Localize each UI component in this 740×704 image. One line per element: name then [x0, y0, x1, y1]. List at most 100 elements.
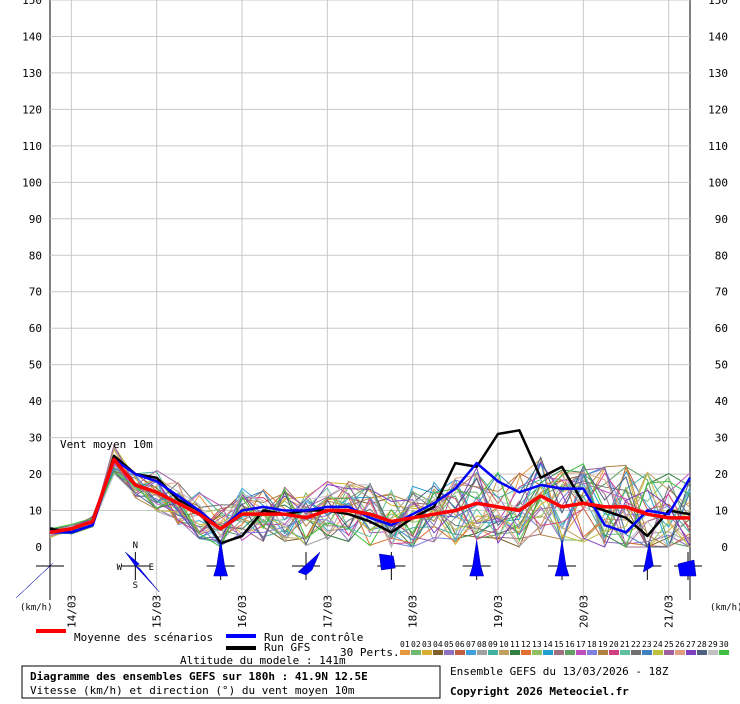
pert-line — [49, 443, 691, 549]
ensemble-label: Ensemble GEFS du 13/03/2026 - 18Z — [450, 665, 669, 678]
x-tick-label: 15/03 — [151, 595, 164, 628]
x-tick-label: 16/03 — [236, 595, 249, 628]
y-tick-label-left: 100 — [22, 176, 42, 189]
compass-label-s: S — [133, 581, 138, 591]
y-tick-label-left: 70 — [29, 286, 42, 299]
y-tick-label-left: 30 — [29, 432, 42, 445]
pert-legend-label: 30 — [719, 640, 729, 649]
pert-legend: 01 02 03 04 05 06 07 08 09 10 11 12 13 14 15 16 17 18 19 20… — [400, 640, 729, 655]
pert-legend-label: 29 — [708, 640, 718, 649]
pert-legend-label: 10 — [499, 640, 509, 649]
x-tick-label: 18/03 — [407, 595, 420, 628]
pert-legend-swatch — [411, 650, 421, 655]
pert-legend-swatch — [631, 650, 641, 655]
pert-legend-swatch — [422, 650, 432, 655]
x-tick-label: 14/03 — [65, 595, 78, 628]
y-tick-label-right: 90 — [715, 213, 728, 226]
pert-legend-label: 02 — [411, 640, 421, 649]
pert-line — [49, 472, 691, 549]
y-tick-label-right: 30 — [715, 432, 728, 445]
pert-legend-swatch — [400, 650, 410, 655]
pert-line — [49, 460, 691, 549]
y-tick-label-left: 140 — [22, 30, 42, 43]
y-tick-label-right: 20 — [715, 468, 728, 481]
pert-legend-label: 19 — [598, 640, 608, 649]
direction-glyph — [213, 539, 229, 577]
y-tick-label-left: 110 — [22, 140, 42, 153]
pert-legend-swatch — [455, 650, 465, 655]
pert-legend-label: 28 — [697, 640, 707, 649]
pert-legend-swatch — [532, 650, 542, 655]
y-tick-label-left: 40 — [29, 395, 42, 408]
pert-legend-label: 14 — [543, 640, 553, 649]
pert-legend-label: 27 — [686, 640, 696, 649]
pert-legend-label: 04 — [433, 640, 443, 649]
wind-direction-row: N SW E — [15, 539, 702, 599]
y-tick-label-right: 60 — [715, 322, 728, 335]
pert-legend-label: 24 — [653, 640, 663, 649]
x-axis-labels: 14/03 15/03 16/03 17/03 18/03 19/03 20/03 21/03 — [65, 595, 675, 628]
y-tick-label-right: 150 — [708, 0, 728, 7]
pert-legend-label: 08 — [477, 640, 487, 649]
pert-legend-swatch — [708, 650, 718, 655]
pert-line — [49, 463, 691, 549]
chart-subtitle: Vitesse (km/h) et direction (°) du vent … — [30, 684, 355, 697]
x-tick-label: 17/03 — [321, 595, 334, 628]
y-tick-label-left: 60 — [29, 322, 42, 335]
pert-legend-label: 26 — [675, 640, 685, 649]
pert-line — [49, 457, 691, 548]
pert-legend-swatch — [620, 650, 630, 655]
y-tick-label-right: 70 — [715, 286, 728, 299]
pert-legend-label: 06 — [455, 640, 465, 649]
y-tick-label-right: 120 — [708, 103, 728, 116]
y-tick-label-left: 50 — [29, 359, 42, 372]
pert-line — [49, 470, 691, 548]
direction-glyph — [642, 541, 654, 573]
pert-legend-label: 13 — [532, 640, 542, 649]
y-axis-labels: 0 0 10 10 20 20 30 30 40 40 50 50 60 60 70 70 80 80 90 90 10… — [22, 0, 728, 554]
x-tick-label: 20/03 — [577, 595, 590, 628]
y-tick-label-right: 80 — [715, 249, 728, 262]
pert-legend-swatch — [444, 650, 454, 655]
y-tick-label-left: 10 — [29, 505, 42, 518]
x-tick-label: 21/03 — [663, 595, 676, 628]
x-tick-label: 19/03 — [492, 595, 505, 628]
annotation-label: Vent moyen 10m — [60, 438, 153, 451]
legend-perts-label: 30 Perts. — [340, 646, 400, 659]
pert-legend-swatch — [686, 650, 696, 655]
y-tick-label-right: 0 — [721, 541, 728, 554]
pert-legend-label: 07 — [466, 640, 476, 649]
pert-legend-swatch — [565, 650, 575, 655]
pert-legend-swatch — [609, 650, 619, 655]
pert-legend-swatch — [653, 650, 663, 655]
y-tick-label-left: 20 — [29, 468, 42, 481]
pert-line — [49, 445, 691, 548]
main-series — [49, 429, 692, 545]
pert-legend-label: 23 — [642, 640, 652, 649]
legend-mean-label: Moyenne des scénarios — [74, 631, 213, 644]
direction-glyph — [125, 551, 160, 593]
pert-legend-swatch — [521, 650, 531, 655]
direction-glyph — [677, 559, 697, 577]
pert-legend-swatch — [466, 650, 476, 655]
legend-gfs-label: Run GFS — [264, 641, 310, 654]
pert-legend-label: 17 — [576, 640, 586, 649]
pert-legend-label: 09 — [488, 640, 498, 649]
pert-legend-swatch — [697, 650, 707, 655]
pert-legend-label: 01 — [400, 640, 410, 649]
pert-legend-swatch — [675, 650, 685, 655]
direction-glyph — [15, 562, 54, 599]
direction-glyph — [554, 539, 570, 577]
compass-label-e: E — [149, 563, 154, 573]
y-tick-label-right: 110 — [708, 140, 728, 153]
y-tick-label-left: 90 — [29, 213, 42, 226]
y-tick-label-left: 150 — [22, 0, 42, 7]
y-tick-label-right: 130 — [708, 67, 728, 80]
pert-legend-label: 22 — [631, 640, 641, 649]
unit-left: (km/h) — [20, 603, 53, 613]
pert-legend-swatch — [664, 650, 674, 655]
pert-legend-label: 11 — [510, 640, 520, 649]
pert-legend-label: 16 — [565, 640, 575, 649]
y-tick-label-right: 100 — [708, 176, 728, 189]
